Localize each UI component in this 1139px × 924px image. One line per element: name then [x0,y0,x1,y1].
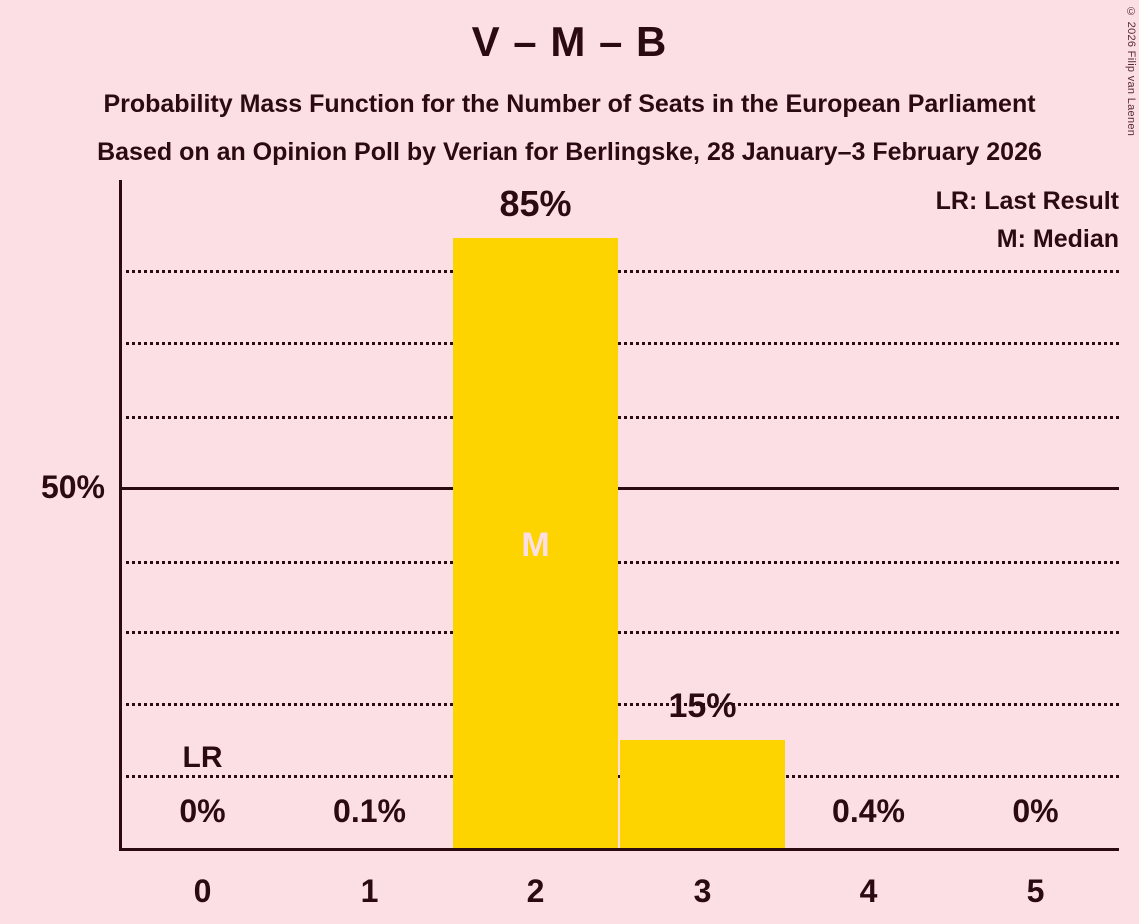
bar-value-label-5: 0% [1012,793,1059,829]
x-axis-line [119,848,1119,851]
bar-value-label-0: 0% [179,793,226,829]
bar-3 [620,740,785,849]
gridline [119,631,1119,634]
legend-item-median: M: Median [996,225,1119,253]
legend-item-last-result: LR: Last Result [935,187,1119,215]
gridline-major-50 [119,487,1119,490]
y-axis-tick-label-50: 50% [40,469,105,505]
chart-subtitle: Probability Mass Function for the Number… [103,90,1036,118]
x-axis-tick-label-5: 5 [1026,873,1045,909]
bar-value-label-3: 15% [668,687,737,725]
median-marker: M [521,526,550,564]
page-title: V – M – B [471,18,668,65]
bar-value-label-1: 0.1% [333,793,406,829]
gridline [119,416,1119,419]
x-axis-tick-label-1: 1 [360,873,379,909]
bar-value-label-2: 85% [499,183,572,224]
gridline [119,775,1119,778]
gridline [119,270,1119,273]
gridline [119,342,1119,345]
gridline [119,703,1119,706]
y-axis-line [119,180,122,851]
bar-value-label-4: 0.4% [832,793,905,829]
last-result-marker: LR [182,741,223,774]
chart-source-line: Based on an Opinion Poll by Verian for B… [97,138,1042,166]
gridline [119,561,1119,564]
copyright-notice: © 2026 Filip van Laenen [1125,6,1137,137]
bar-2 [453,238,618,849]
x-axis-tick-label-3: 3 [693,873,712,909]
x-axis-tick-label-0: 0 [193,873,212,909]
plot-area [119,180,1119,851]
x-axis-tick-label-2: 2 [526,873,545,909]
chart-legend: LR: Last Result M: Median [936,182,1119,258]
x-axis-tick-label-4: 4 [859,873,878,909]
